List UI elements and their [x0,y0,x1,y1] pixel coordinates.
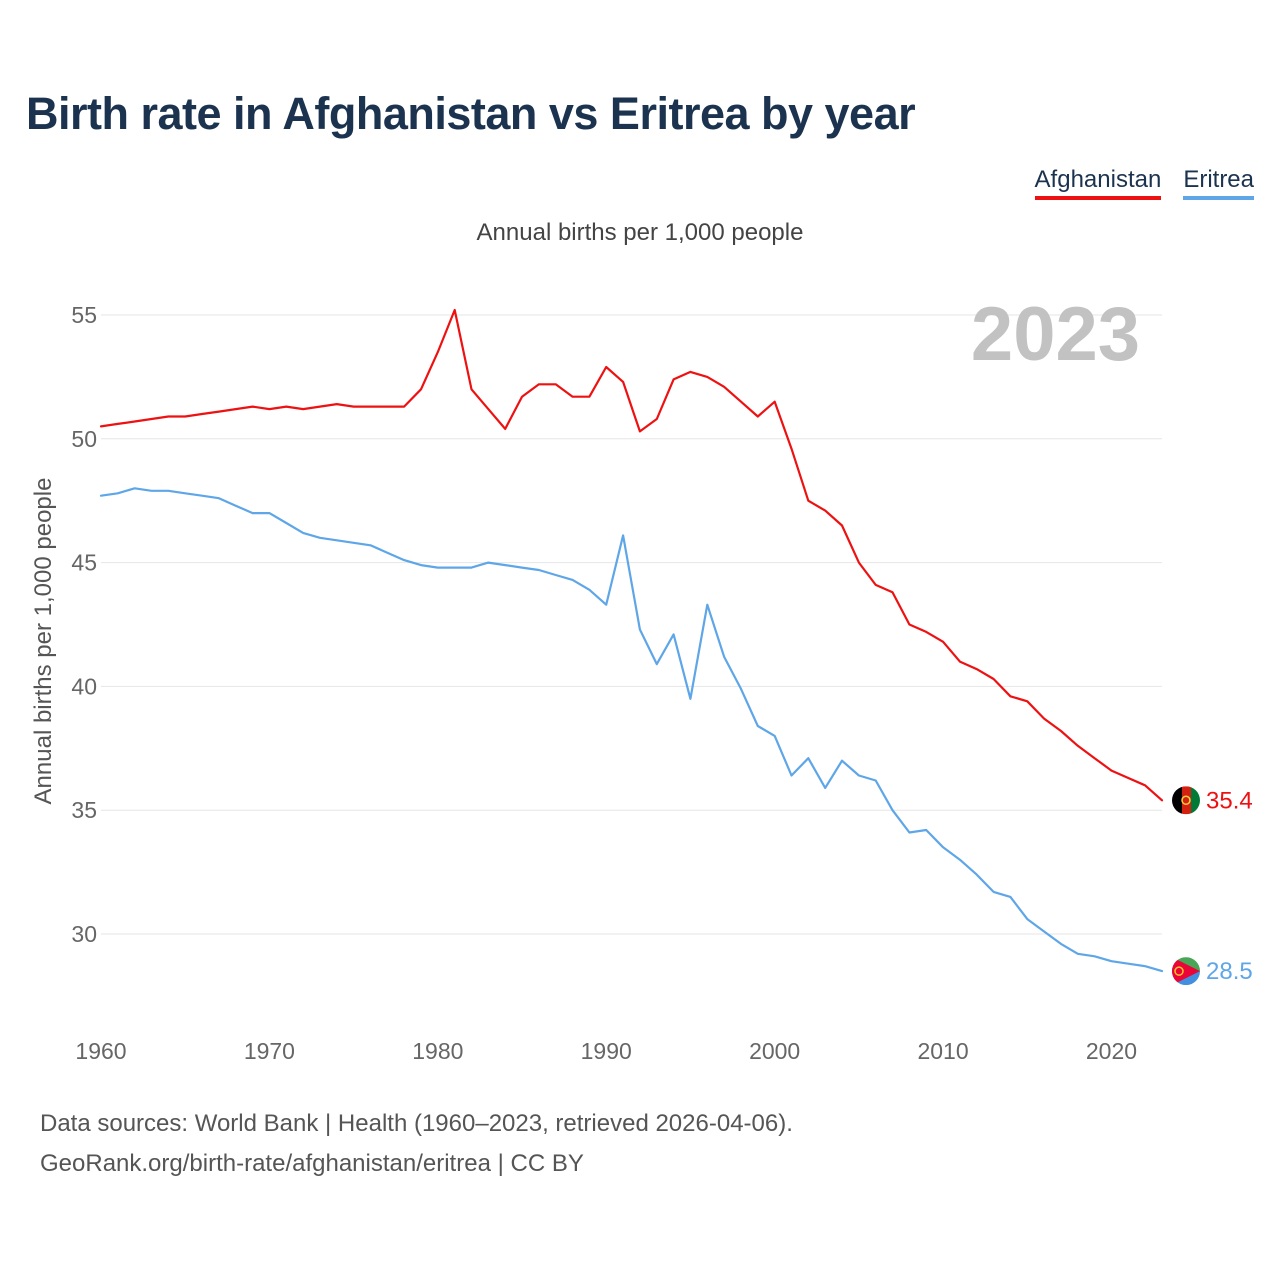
y-tick-label: 45 [71,550,97,576]
x-tick-label: 1960 [75,1038,126,1064]
x-tick-label: 2010 [917,1038,968,1064]
chart-subtitle: Annual births per 1,000 people [477,219,804,246]
flag-icon-eritrea [1172,957,1200,986]
y-tick-label: 30 [71,921,97,947]
series-line-afghanistan[interactable] [99,308,1164,802]
y-tick-labels: 30 35 40 45 50 55 [71,302,97,947]
end-value-label-afghanistan: 35.4 [1206,787,1253,814]
chart-title: Birth rate in Afghanistan vs Eritrea by … [26,88,916,139]
x-tick-label: 2000 [749,1038,800,1064]
grid-lines [101,314,1162,935]
flag-icon-afghanistan [1172,786,1200,815]
series-line-eritrea[interactable] [99,487,1164,973]
footer: Data sources: World Bank | Health (1960–… [40,1104,793,1184]
x-tick-label: 2020 [1086,1038,1137,1064]
source-url[interactable]: GeoRank.org/birth-rate/afghanistan/eritr… [40,1150,584,1177]
legend: Afghanistan Eritrea [1034,166,1254,200]
y-tick-label: 50 [71,426,97,452]
legend-item-eritrea[interactable]: Eritrea [1183,166,1254,200]
end-value-label-eritrea: 28.5 [1206,958,1253,985]
x-tick-label: 1990 [581,1038,632,1064]
series-end-markers: 35.4 28.5 [1172,786,1253,986]
y-tick-label: 55 [71,302,97,328]
series-lines [99,308,1164,973]
legend-item-afghanistan[interactable]: Afghanistan [1034,166,1162,200]
year-watermark: 2023 [971,292,1140,377]
x-tick-label: 1980 [412,1038,463,1064]
y-tick-label: 40 [71,673,97,699]
x-tick-label: 1970 [244,1038,295,1064]
y-axis-label: Annual births per 1,000 people [30,478,57,805]
x-tick-labels: 1960 1970 1980 1990 2000 2010 2020 [75,1038,1137,1064]
y-tick-label: 35 [71,797,97,823]
source-note: Data sources: World Bank | Health (1960–… [40,1110,793,1137]
